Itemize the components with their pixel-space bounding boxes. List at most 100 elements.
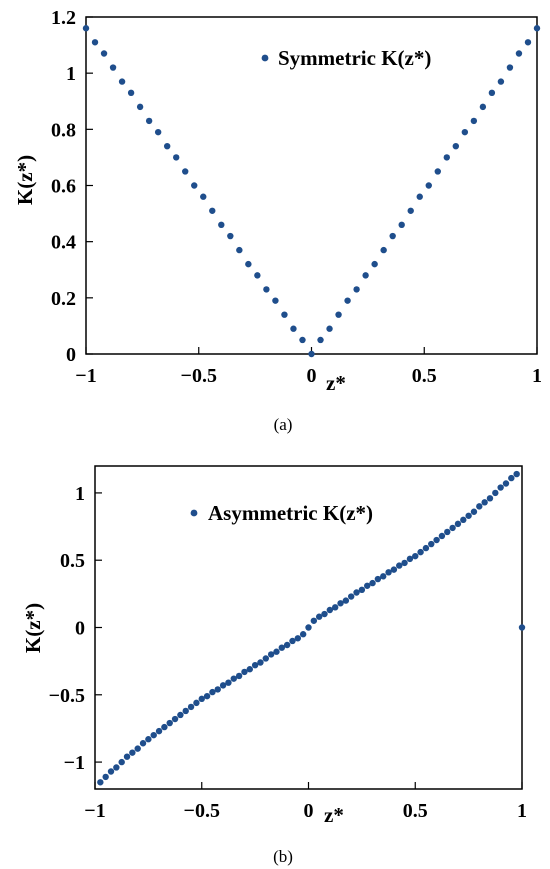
panel-b-data-point: [161, 723, 168, 731]
panel-b-x-tick-label: 0.5: [403, 800, 428, 822]
panel-a-data-point: [200, 193, 207, 200]
panel-a-y-tick-label: 1.2: [51, 7, 76, 29]
panel-b-y-tick-label: 1: [75, 483, 85, 505]
panel-a-data-point: [371, 260, 378, 268]
panel-b-y-tick-label: 0.5: [60, 550, 85, 572]
panel-a-y-tick-label: 0.6: [51, 176, 76, 198]
panel-b-data-point: [310, 617, 318, 624]
panel-a-data-point: [154, 128, 162, 136]
panel-b-data-point: [390, 566, 398, 573]
panel-b-data-point: [353, 589, 360, 596]
panel-b-data-point: [241, 668, 248, 676]
panel-b-x-tick-label: 1: [517, 800, 527, 822]
panel-b-data-point: [406, 555, 414, 563]
panel-a-x-axis-label: z*: [326, 371, 346, 395]
panel-b-data-point: [214, 686, 221, 693]
panel-b-data-point: [481, 499, 488, 506]
panel-b-data-point: [476, 503, 483, 510]
panel-b-data-point: [230, 675, 237, 682]
panel-a-legend: Symmetric K(z*): [261, 46, 431, 70]
panel-b-data-point: [433, 536, 440, 544]
panel-b-data-point: [257, 659, 264, 666]
panel-b-legend-marker: [190, 509, 198, 517]
panel-a-y-axis-label: K(z*): [13, 155, 37, 205]
panel-b-data-point: [486, 495, 494, 502]
panel-b-data-point: [444, 528, 451, 536]
panel-b-data-point: [321, 610, 328, 618]
panel-b-data-point: [513, 470, 520, 478]
panel-b-data-point: [182, 707, 189, 715]
panel-b-data-point: [209, 688, 216, 696]
panel-b-data-point: [470, 508, 478, 515]
panel-b-data-point: [412, 552, 419, 560]
panel-b-data-point: [417, 548, 424, 556]
panel-b-data-point: [225, 679, 232, 686]
panel-b-data-point: [262, 655, 269, 662]
panel-a-data-point: [398, 221, 405, 229]
panel-a: −1 −0.5 0 0.5 1 0 0.2 0.4 0.6 0.8 1 1.2 z* K(z*) S…: [13, 7, 542, 434]
panel-a-data-points: [82, 25, 541, 358]
panel-a-data-point: [163, 142, 171, 150]
panel-b-data-point: [235, 672, 243, 680]
panel-b-legend-label: Asymmetric K(z*): [208, 501, 373, 525]
panel-a-data-point: [317, 336, 324, 344]
panel-b-data-point: [337, 600, 344, 607]
panel-a-data-point: [281, 311, 288, 318]
panel-b-y-tick-label: 0: [75, 618, 85, 640]
panel-a-data-point: [533, 25, 541, 32]
panel-a-data-point: [227, 232, 234, 240]
panel-a-data-point: [506, 64, 514, 71]
panel-b-data-point: [305, 624, 312, 631]
panel-b-data-point: [326, 606, 334, 614]
panel-b-data-point: [369, 579, 376, 587]
panel-b-data-point: [380, 573, 387, 580]
panel-a-y-tick-label: 0: [66, 344, 76, 366]
panel-b: −1 −0.5 0 0.5 1 −1 −0.5 0 0.5 1 z* K(z*) Asymmet…: [21, 465, 527, 866]
panel-a-data-point: [145, 117, 153, 125]
panel-a-data-point: [299, 336, 306, 344]
panel-a-data-point: [82, 25, 90, 32]
panel-b-data-point: [139, 740, 147, 747]
panel-b-y-axis-label: K(z*): [21, 603, 45, 653]
panel-a-data-point: [434, 168, 441, 175]
panel-b-data-point: [358, 586, 366, 594]
panel-b-data-point: [273, 648, 280, 655]
panel-b-x-tick-label: −1: [84, 800, 105, 822]
panel-b-data-point: [187, 703, 195, 711]
panel-a-data-point: [245, 260, 252, 268]
panel-a-data-point: [470, 117, 478, 125]
panel-b-data-point: [267, 651, 275, 658]
panel-b-data-point: [422, 544, 430, 552]
panel-b-data-point: [401, 559, 408, 567]
panel-a-data-point: [416, 193, 423, 200]
panel-b-data-point: [129, 749, 136, 756]
panel-a-x-tick-label: 1: [532, 365, 542, 387]
panel-b-data-point: [123, 753, 131, 760]
panel-b-data-point: [102, 773, 109, 781]
panel-a-data-point: [335, 311, 342, 318]
panel-b-y-tick-label: −1: [64, 752, 85, 774]
panel-a-data-point: [127, 89, 135, 97]
panel-a-data-point: [452, 142, 460, 150]
panel-a-data-point: [461, 128, 469, 136]
panel-b-data-point: [502, 480, 510, 487]
panel-b-data-point: [396, 562, 403, 569]
panel-a-caption: (a): [274, 415, 293, 434]
panel-b-data-point: [203, 692, 211, 700]
panel-b-data-point: [107, 768, 115, 775]
panel-b-data-point: [428, 540, 435, 548]
panel-b-data-point: [289, 637, 296, 645]
panel-b-data-point: [118, 758, 125, 766]
panel-a-data-point: [308, 350, 315, 358]
panel-b-data-point: [299, 631, 307, 638]
panel-a-data-point: [263, 286, 270, 293]
panel-a-data-point: [362, 272, 369, 279]
panel-b-x-tick-label: 0: [304, 800, 314, 822]
panel-b-data-points: [97, 470, 526, 786]
panel-b-x-tick-label: −0.5: [184, 800, 220, 822]
panel-a-x-tick-label: −0.5: [181, 365, 217, 387]
panel-a-data-point: [524, 39, 532, 46]
panel-a-data-point: [515, 50, 523, 57]
panel-b-data-point: [251, 661, 259, 669]
panel-b-data-point: [497, 484, 504, 491]
